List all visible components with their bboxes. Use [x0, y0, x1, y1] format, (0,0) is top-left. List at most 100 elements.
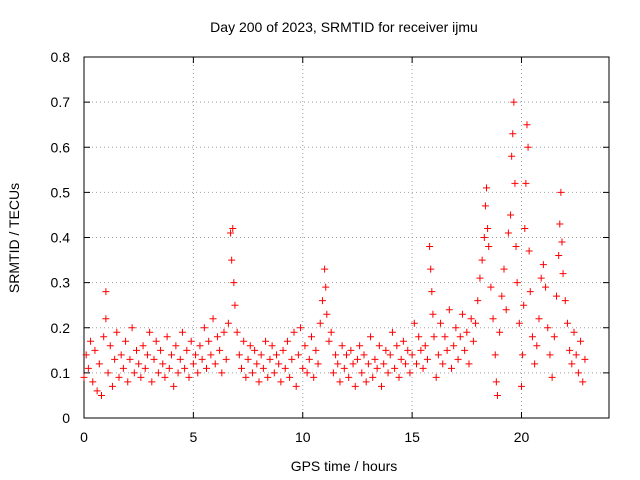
data-point — [511, 179, 519, 187]
data-point — [93, 387, 101, 395]
data-point — [242, 373, 250, 381]
data-point — [220, 328, 228, 336]
data-point — [159, 360, 167, 368]
data-point — [268, 342, 276, 350]
data-point — [244, 355, 252, 363]
data-point — [558, 238, 566, 246]
data-point — [493, 391, 501, 399]
data-point — [170, 382, 178, 390]
data-point — [192, 351, 200, 359]
data-point — [507, 211, 515, 219]
data-point — [456, 333, 464, 341]
data-point — [262, 337, 270, 345]
data-point — [238, 364, 245, 372]
data-point — [510, 98, 518, 106]
data-point — [351, 382, 359, 390]
data-point — [367, 333, 375, 341]
data-point — [233, 328, 241, 336]
data-point — [329, 369, 337, 377]
data-point — [277, 378, 285, 386]
data-point — [257, 351, 265, 359]
data-point — [441, 333, 449, 341]
data-point — [408, 351, 416, 359]
data-point — [373, 364, 381, 372]
data-point — [364, 360, 372, 368]
data-point — [548, 373, 556, 381]
data-point — [266, 355, 274, 363]
data-point — [358, 369, 366, 377]
data-point — [213, 333, 221, 341]
data-point — [135, 360, 143, 368]
data-point — [283, 337, 291, 345]
data-point — [325, 337, 333, 345]
data-point — [87, 337, 95, 345]
data-point — [415, 333, 423, 341]
data-point — [312, 346, 320, 354]
data-point — [531, 360, 539, 368]
data-point — [542, 283, 550, 291]
data-point — [259, 364, 267, 372]
data-point — [537, 274, 545, 282]
data-point — [404, 346, 412, 354]
data-point — [126, 355, 134, 363]
data-point — [281, 364, 289, 372]
y-tick-label: 0.6 — [51, 139, 71, 155]
data-point — [393, 342, 401, 350]
data-point — [349, 360, 357, 368]
data-point — [480, 234, 488, 241]
data-point — [430, 333, 438, 341]
data-point — [556, 220, 564, 228]
data-point — [445, 306, 453, 314]
data-point — [286, 373, 294, 381]
data-point — [472, 319, 480, 327]
data-point — [577, 337, 585, 345]
data-point — [417, 346, 425, 354]
data-point — [526, 288, 534, 296]
data-point — [224, 319, 232, 327]
data-point — [474, 297, 482, 305]
data-point — [91, 346, 99, 354]
data-point — [515, 319, 523, 327]
data-point — [314, 360, 322, 368]
data-point — [489, 315, 497, 323]
data-point — [525, 247, 533, 255]
data-point — [323, 310, 331, 318]
data-point — [519, 351, 527, 359]
data-point — [518, 382, 525, 390]
data-point — [148, 378, 156, 386]
data-point — [347, 346, 355, 354]
data-point — [128, 324, 136, 332]
data-point — [356, 342, 364, 350]
data-point — [209, 315, 217, 323]
data-point — [196, 342, 204, 350]
data-point — [513, 279, 521, 287]
data-point — [327, 328, 335, 336]
data-point — [509, 130, 517, 138]
data-point — [130, 369, 138, 377]
data-point — [308, 333, 315, 341]
data-point — [454, 355, 462, 363]
x-tick-label: 15 — [404, 429, 420, 445]
data-point — [487, 283, 495, 291]
chart-title: Day 200 of 2023, SRMTID for receiver ijm… — [210, 19, 478, 35]
data-point — [102, 315, 110, 323]
data-point — [332, 351, 340, 359]
data-point — [353, 355, 361, 363]
data-point — [528, 333, 536, 341]
data-point — [185, 373, 193, 381]
data-point — [122, 337, 130, 345]
data-point — [113, 328, 121, 336]
data-point — [211, 360, 219, 368]
data-point — [504, 229, 512, 237]
data-point — [465, 360, 473, 368]
data-point — [469, 337, 477, 345]
data-point — [106, 342, 114, 350]
data-point — [301, 342, 309, 350]
data-point — [178, 328, 186, 336]
data-point — [579, 378, 587, 386]
data-point — [443, 346, 451, 354]
data-point — [406, 369, 414, 377]
data-point — [369, 373, 377, 381]
data-point — [98, 391, 105, 399]
